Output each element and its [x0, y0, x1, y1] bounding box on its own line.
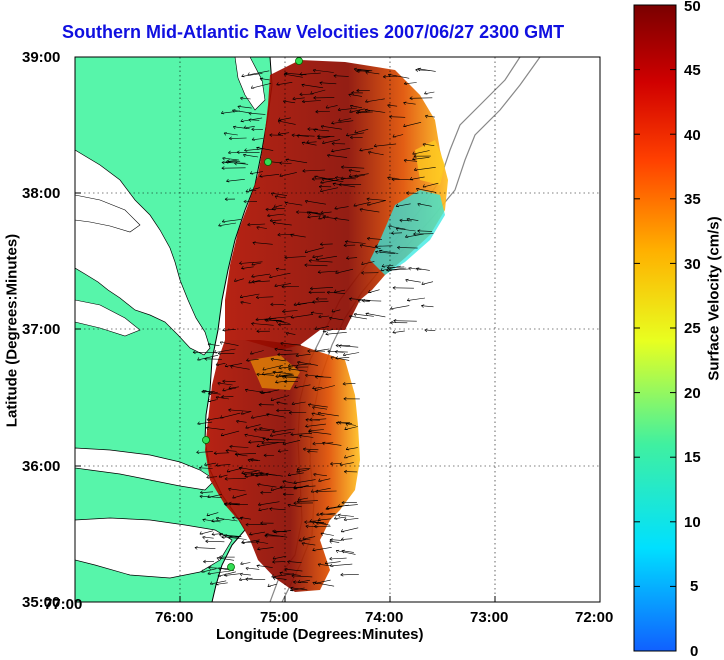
colorbar-tick-label: 15	[684, 449, 701, 466]
y-tick-label: 38:00	[22, 185, 60, 202]
y-tick-label: 35:00	[22, 594, 60, 611]
x-tick-label: 72:00	[575, 609, 613, 626]
colorbar-label: Surface Velocity (cm/s)	[706, 189, 723, 409]
colorbar-tick-label: 5	[690, 578, 698, 595]
colorbar-tick-label: 20	[684, 385, 701, 402]
colorbar-tick-label: 30	[684, 256, 701, 273]
station-marker	[265, 159, 272, 166]
colorbar-tick-label: 0	[690, 643, 698, 660]
colorbar-tick-label: 35	[684, 191, 701, 208]
station-marker	[296, 58, 303, 65]
colorbar-tick-label: 25	[684, 320, 701, 337]
colorbar-tick-label: 10	[684, 514, 701, 531]
y-tick-label: 37:00	[22, 321, 60, 338]
colorbar	[634, 5, 676, 651]
station-marker	[203, 437, 210, 444]
y-tick-label: 36:00	[22, 458, 60, 475]
colorbar-tick-label: 40	[684, 127, 701, 144]
x-tick-label: 74:00	[365, 609, 403, 626]
station-marker	[228, 564, 235, 571]
colorbar-tick-label: 45	[684, 62, 701, 79]
x-tick-label: 73:00	[470, 609, 508, 626]
x-axis-label: Longitude (Degrees:Minutes)	[216, 626, 424, 643]
colorbar-tick-label: 50	[684, 0, 701, 15]
y-tick-label: 39:00	[22, 49, 60, 66]
x-tick-label: 75:00	[260, 609, 298, 626]
x-tick-label: 76:00	[155, 609, 193, 626]
y-axis-label: Latitude (Degrees:Minutes)	[4, 221, 21, 441]
